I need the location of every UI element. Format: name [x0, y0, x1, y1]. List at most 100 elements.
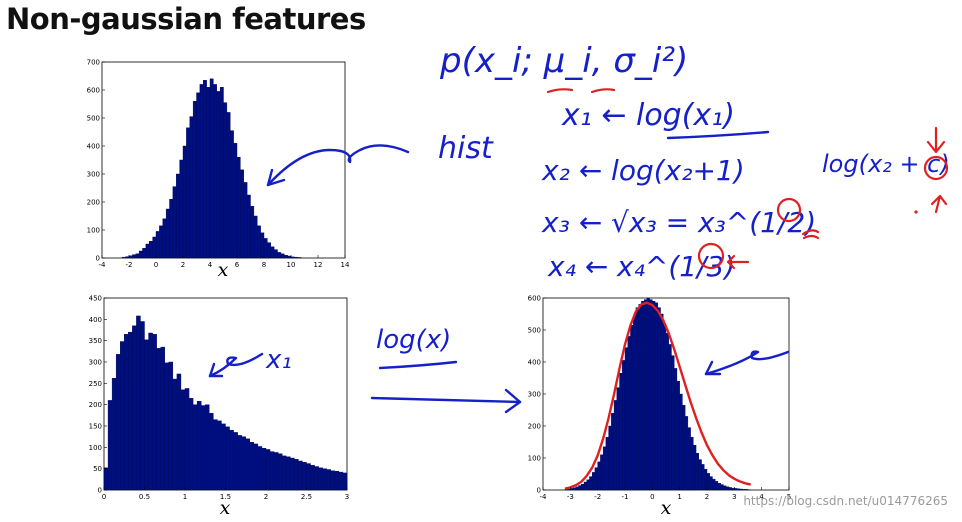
x-tick-label: 8	[262, 261, 266, 269]
y-tick-label: 300	[528, 391, 541, 399]
x-tick-labels: -4 -3 -2 -1 0 1 2 3 4 5	[540, 487, 791, 501]
x-tick-label: 10	[287, 261, 296, 269]
circle-c-icon	[923, 155, 949, 181]
transform-x2: x₂ ← log(x₂+1)	[541, 154, 745, 187]
x-tick-label: 0	[102, 493, 106, 501]
x-tick-label: 1	[183, 493, 187, 501]
circle-half-exponent-icon	[776, 197, 802, 223]
x-tick-label: 1	[677, 493, 681, 501]
side-formula: log(x₂ + c)	[822, 150, 950, 178]
transform-arrowhead-icon	[504, 388, 522, 414]
histogram-top-left: -4 -2 0 2 4 6 8 10 12 14 0 100 200 300 400 500 600 700 x	[87, 59, 350, 282]
x-tick-label: 1.5	[220, 493, 231, 501]
x-tick-label: -3	[567, 493, 574, 501]
x-axis-label: x	[220, 497, 231, 519]
histogram-bottom-right: -4 -3 -2 -1 0 1 2 3 4 5 0 100 200 300 400 500 600 x	[528, 295, 792, 520]
y-tick-label: 700	[87, 59, 100, 67]
transform-x3: x₃ ← √x₃ = x₃^(1/2)	[541, 206, 816, 239]
y-tick-label: 200	[528, 423, 541, 431]
y-tick-label: 350	[89, 337, 102, 345]
histogram-bars	[122, 78, 302, 259]
y-tick-label: 300	[89, 359, 102, 367]
y-tick-label: 600	[528, 295, 541, 303]
x-tick-label: 14	[341, 261, 350, 269]
histogram-bar	[342, 472, 348, 491]
y-tick-label: 200	[89, 401, 102, 409]
x-tick-label: -4	[540, 493, 548, 501]
underline-mu-icon	[546, 88, 574, 94]
x-tick-label: 2	[181, 261, 185, 269]
histogram-bar	[297, 257, 302, 259]
y-tick-label: 300	[87, 171, 100, 179]
x-tick-label: 2.5	[301, 493, 312, 501]
y-tick-labels: 0 50 100 150 200 250 300 350 400 450	[89, 295, 107, 495]
y-tick-label: 0	[537, 487, 541, 495]
x-tick-label: -4	[99, 261, 107, 269]
histogram-bars	[103, 315, 348, 491]
x-tick-label: 3	[345, 493, 349, 501]
x-tick-label: -1	[622, 493, 629, 501]
y-tick-label: 450	[89, 295, 102, 303]
log-label-underline-icon	[378, 360, 458, 370]
x1-label: x₁	[265, 345, 292, 375]
y-tick-label: 500	[87, 115, 100, 123]
hist-label: hist	[438, 131, 494, 166]
y-tick-labels: 0 100 200 300 400 500 600	[528, 295, 546, 495]
red-arrow-down-icon	[926, 126, 946, 154]
y-tick-label: 400	[89, 316, 102, 324]
slide-title: Non-gaussian features	[6, 2, 366, 36]
y-tick-label: 100	[528, 455, 541, 463]
x-tick-label: 6	[235, 261, 240, 269]
fit-arrow-icon	[704, 350, 790, 376]
histogram-bars	[564, 297, 751, 491]
log-transform-label: log(x)	[376, 325, 451, 355]
watermark: https://blog.csdn.net/u014776265	[743, 494, 948, 508]
red-arrow-left-icon	[726, 254, 750, 270]
x-axis-label: x	[661, 497, 672, 519]
x-tick-label: 2	[264, 493, 268, 501]
x-tick-label: 0	[154, 261, 158, 269]
transform-arrow-icon	[370, 396, 522, 404]
y-tick-label: 200	[87, 199, 100, 207]
y-tick-label: 100	[89, 444, 102, 452]
y-tick-label: 250	[89, 380, 102, 388]
x-tick-label: 4	[208, 261, 213, 269]
red-mark-icon	[801, 229, 820, 240]
log-underline-icon	[666, 130, 770, 140]
y-tick-label: 600	[87, 87, 100, 95]
x1-arrow-icon	[208, 352, 264, 378]
x1-arrowhead-icon	[208, 362, 224, 378]
density-formula: p(x_i; μ_i, σ_i²)	[439, 41, 688, 81]
x-tick-label: 12	[314, 261, 323, 269]
x-tick-label: -2	[126, 261, 133, 269]
x-tick-label: 2	[705, 493, 709, 501]
red-arrow-up-icon	[930, 194, 948, 214]
fit-arrowhead-icon	[704, 360, 722, 376]
circle-third-exponent-icon	[697, 242, 725, 270]
y-tick-label: 400	[528, 359, 541, 367]
hist-arrowhead-icon	[266, 168, 286, 187]
x-tick-labels: -4 -2 0 2 4 6 8 10 12 14	[99, 255, 350, 269]
x-tick-labels: 0 0.5 1 1.5 2 2.5 3	[102, 487, 349, 501]
y-tick-label: 500	[528, 327, 541, 335]
x-tick-label: 3	[732, 493, 736, 501]
x-tick-label: -2	[594, 493, 601, 501]
transform-x1: x₁ ← log(x₁)	[561, 98, 735, 133]
red-dot-icon	[914, 210, 918, 214]
y-tick-label: 400	[87, 143, 100, 151]
histogram-bottom-left: 0 0.5 1 1.5 2 2.5 3 0 50 100 150 200 250 300 350 400 45…	[89, 295, 350, 520]
x-axis-label: x	[218, 259, 229, 281]
y-tick-label: 50	[93, 465, 102, 473]
x-tick-label: 5	[787, 493, 791, 501]
fitted-curve	[564, 301, 751, 490]
x-tick-label: 0.5	[139, 493, 150, 501]
y-tick-label: 150	[89, 423, 102, 431]
y-tick-label: 0	[98, 487, 102, 495]
x-tick-label: 4	[759, 493, 764, 501]
hist-arrow-icon	[266, 144, 410, 187]
y-tick-label: 0	[96, 255, 100, 263]
x-tick-label: 0	[650, 493, 654, 501]
underline-sigma-icon	[590, 88, 616, 94]
y-tick-label: 100	[87, 227, 100, 235]
